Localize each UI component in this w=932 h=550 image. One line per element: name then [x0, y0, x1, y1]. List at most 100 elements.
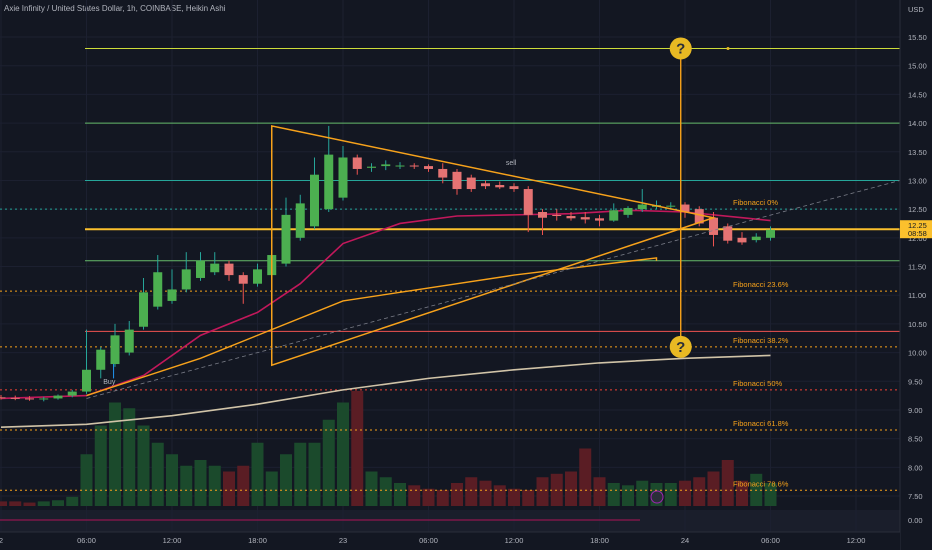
volume-bar	[123, 408, 136, 506]
candle-body	[637, 204, 647, 210]
candle-body	[0, 397, 6, 399]
price-tick-label: 10.50	[908, 320, 927, 329]
volume-bar	[9, 501, 22, 506]
current-price-label: 12.25	[908, 221, 927, 230]
candle-body	[310, 174, 319, 227]
price-axis-panel	[900, 0, 932, 550]
candle-body	[424, 166, 433, 169]
candle-body	[253, 269, 262, 284]
price-tick-label: 12.50	[908, 205, 927, 214]
volume-bar	[23, 502, 36, 506]
volume-bar	[607, 483, 620, 506]
candle-body	[53, 395, 63, 399]
candle-body	[110, 335, 120, 365]
candle-body	[566, 216, 576, 219]
volume-bar	[237, 465, 250, 506]
fibonacci-label: Fibonacci 38.2%	[733, 336, 789, 345]
volume-bar	[536, 477, 549, 506]
candle-body	[609, 210, 619, 221]
candle-body	[96, 349, 106, 370]
price-tick-label: 8.00	[908, 463, 923, 472]
volume-bar	[764, 483, 777, 506]
buy-annotation: Buy	[103, 379, 116, 386]
volume-bar	[579, 448, 592, 506]
volume-bar	[280, 454, 292, 506]
fibonacci-label: Fibonacci 78.6%	[733, 479, 789, 488]
volume-bar	[52, 500, 64, 506]
time-tick-label: 2	[0, 536, 3, 545]
marker-dot	[726, 46, 730, 50]
chart-title: Axie Infinity / United States Dollar, 1h…	[4, 4, 226, 13]
candle-body	[139, 292, 148, 327]
candle-body	[224, 263, 234, 276]
volume-bar	[308, 442, 321, 506]
volume-bar	[664, 483, 677, 506]
time-tick-label: 06:00	[761, 536, 780, 545]
candle-body	[67, 391, 77, 396]
candle-body	[338, 157, 348, 198]
time-tick-label: 18:00	[248, 536, 267, 545]
fibonacci-label: Fibonacci 61.8%	[733, 419, 789, 428]
candle-body	[409, 165, 419, 167]
volume-bar	[622, 485, 634, 506]
candle-body	[495, 185, 505, 188]
volume-bar	[322, 419, 335, 506]
candle-body	[153, 272, 163, 307]
candle-body	[82, 369, 91, 392]
candle-body	[452, 171, 462, 190]
volume-bar	[721, 460, 734, 506]
candle-body	[367, 166, 376, 168]
candle-body	[10, 397, 20, 399]
candle-body	[580, 217, 590, 220]
volume-bar	[736, 480, 748, 506]
candle-body	[124, 329, 134, 353]
candle-body	[395, 165, 405, 167]
triangle-pattern	[271, 125, 717, 367]
candle-body	[623, 207, 633, 215]
candle-body	[595, 218, 604, 221]
candle-body	[709, 217, 718, 235]
candle-body	[751, 236, 761, 241]
volume-bar	[593, 477, 606, 506]
price-tick-label: 9.00	[908, 406, 923, 415]
volume-bar	[0, 501, 7, 506]
volume-bar	[66, 496, 79, 506]
volume-tick-label: 0.00	[908, 516, 923, 525]
price-tick-label: 15.00	[908, 62, 927, 71]
dashed-trend-line	[86, 180, 901, 399]
volume-bar	[451, 483, 463, 506]
volume-bar	[137, 425, 150, 506]
volume-bar	[251, 442, 264, 506]
time-tick-label: 12:00	[163, 536, 182, 545]
price-tick-label: 11.50	[908, 263, 926, 272]
volume-bar	[465, 477, 478, 506]
time-tick-label: 12:00	[505, 536, 524, 545]
price-tick-label: 12.00	[908, 234, 927, 243]
price-tick-label: 8.50	[908, 435, 923, 444]
volume-bar	[208, 465, 221, 506]
candle-body	[181, 269, 191, 290]
candle-body	[25, 398, 34, 400]
volume-bar	[522, 489, 535, 506]
candle-body	[352, 157, 362, 169]
time-tick-label: 24	[681, 536, 689, 545]
volume-bar	[337, 402, 349, 506]
sell-annotation: sell	[506, 160, 517, 167]
volume-bar	[493, 485, 506, 506]
fibonacci-label: Fibonacci 0%	[733, 198, 778, 207]
volume-bar	[636, 480, 649, 506]
candle-body	[167, 289, 177, 301]
price-tick-label: 14.00	[908, 119, 927, 128]
volume-bar	[693, 477, 706, 506]
candle-body	[723, 226, 733, 241]
volume-pane-bg	[0, 510, 900, 532]
volume-bar	[394, 483, 406, 506]
volume-bar	[365, 471, 378, 506]
fibonacci-label: Fibonacci 50%	[733, 379, 783, 388]
volume-bar	[294, 442, 307, 506]
question-mark-text: ?	[676, 339, 685, 356]
candle-body	[466, 177, 476, 190]
volume-bar	[565, 471, 577, 506]
volume-bar	[80, 454, 93, 506]
